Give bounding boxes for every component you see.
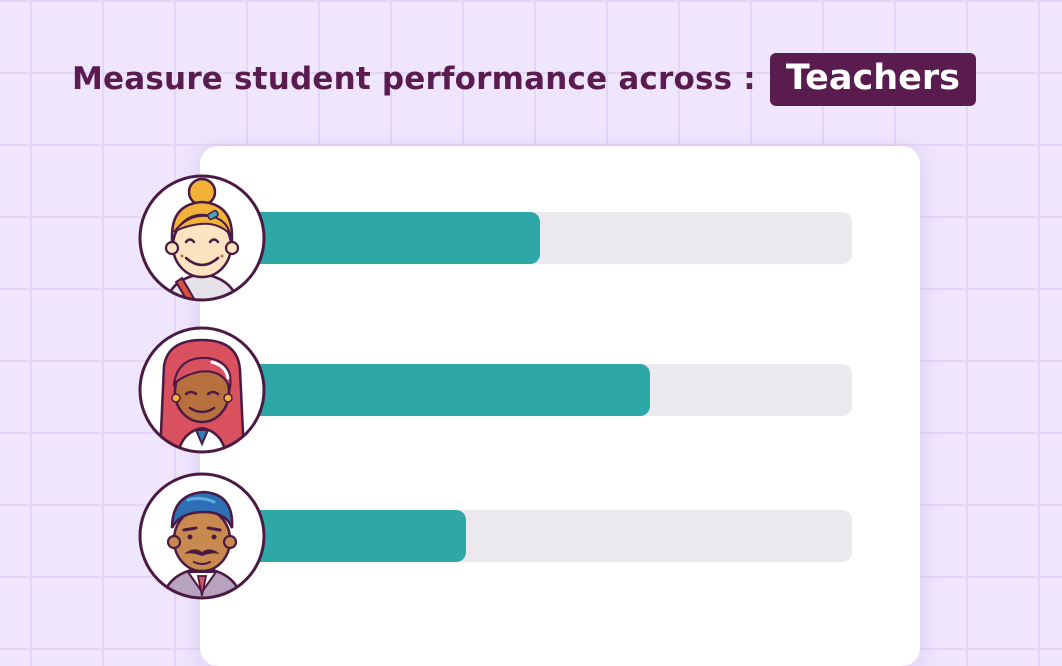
teacher-mustache-icon [138, 472, 266, 600]
bar-track [240, 212, 852, 264]
bar-fill [240, 510, 467, 562]
teacher-red-hair-icon [138, 326, 266, 454]
bar-fill [240, 364, 651, 416]
bar-track [240, 364, 852, 416]
bar-fill [240, 212, 540, 264]
headline-highlight-badge: Teachers [769, 52, 976, 106]
headline: Measure student performance across : Tea… [72, 46, 976, 112]
bar-row-teacher-1 [0, 174, 1062, 302]
bar-row-teacher-2 [0, 326, 1062, 454]
headline-text: Measure student performance across : [72, 61, 756, 97]
teacher-blonde-bun-icon [138, 174, 266, 302]
bar-track [240, 510, 852, 562]
bar-row-teacher-3 [0, 472, 1062, 600]
